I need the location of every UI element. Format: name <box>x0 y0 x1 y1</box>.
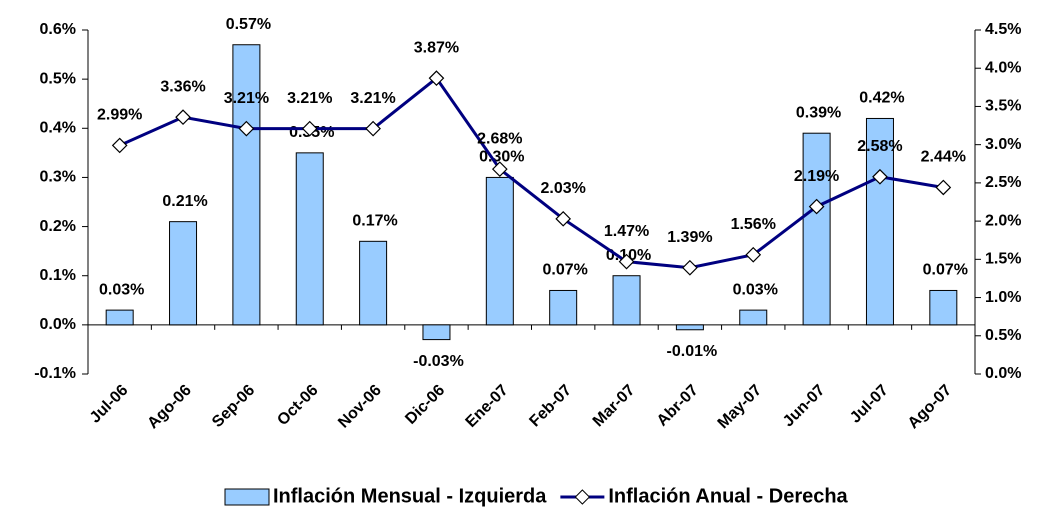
y2-tick-label: 2.5% <box>985 174 1021 191</box>
line-value-label: 2.03% <box>540 180 585 197</box>
line-marker <box>555 210 572 227</box>
line-value-label: 2.99% <box>97 107 142 124</box>
y-tick-label: 0.4% <box>40 120 76 137</box>
y2-tick-label: 0.5% <box>985 327 1021 344</box>
bar <box>295 152 324 326</box>
line-marker <box>808 198 825 215</box>
legend-label: Inflación Anual - Derecha <box>608 485 848 507</box>
line-marker <box>745 246 762 263</box>
bar-value-label: 0.57% <box>226 16 271 33</box>
bar-value-label: 0.30% <box>479 149 524 166</box>
y-tick-label: 0.2% <box>40 218 76 235</box>
y2-tick-label: 2.0% <box>985 212 1021 229</box>
line-marker <box>175 109 191 125</box>
y2-tick-label: 3.0% <box>985 136 1021 153</box>
bar <box>105 309 134 326</box>
bar <box>169 221 198 326</box>
line-marker <box>682 259 698 276</box>
bar-value-label: -0.03% <box>413 353 464 370</box>
line-marker <box>935 179 952 196</box>
x-tick-label: Jul-07 <box>847 382 892 427</box>
line-value-label: 3.21% <box>287 90 332 107</box>
line-value-label: 3.21% <box>224 90 269 107</box>
line-value-label: 1.47% <box>604 223 649 240</box>
bar-value-label: 0.03% <box>99 281 144 298</box>
bar <box>739 309 768 326</box>
line-value-label: 3.21% <box>350 90 395 107</box>
y-tick-label: -0.1% <box>34 365 76 382</box>
y2-tick-label: 1.0% <box>985 289 1021 306</box>
x-tick-label: Nov-06 <box>335 382 385 432</box>
x-tick-label: Mar-07 <box>590 382 639 431</box>
x-tick-label: Sep-06 <box>209 382 258 431</box>
line-value-label: 3.36% <box>160 78 205 95</box>
bar-value-label: 0.39% <box>796 104 841 121</box>
line-value-label: 2.44% <box>921 149 966 166</box>
line-marker <box>301 120 318 137</box>
line-value-label: 3.87% <box>414 39 459 56</box>
bar <box>359 240 388 326</box>
legend-label: Inflación Mensual - Izquierda <box>273 485 547 507</box>
bar <box>802 132 831 326</box>
bar <box>865 117 894 326</box>
line-value-label: 2.68% <box>477 130 522 147</box>
bar-value-label: 0.17% <box>352 213 397 230</box>
line-value-label: 1.39% <box>667 229 712 246</box>
x-tick-label: Ago-07 <box>905 382 955 432</box>
bar <box>612 275 641 326</box>
y-tick-label: 0.0% <box>40 316 76 333</box>
bar <box>929 289 958 326</box>
y-tick-label: 0.3% <box>40 169 76 186</box>
x-tick-label: Ene-07 <box>463 382 512 431</box>
bar <box>549 289 578 326</box>
line-value-label: 2.58% <box>857 138 902 155</box>
y-tick-label: 0.5% <box>40 70 76 87</box>
bar <box>422 324 451 341</box>
line-value-label: 1.56% <box>731 216 776 233</box>
bar-value-label: -0.01% <box>667 343 718 360</box>
y2-tick-label: 4.0% <box>985 59 1021 76</box>
x-tick-label: Jul-06 <box>87 382 132 427</box>
y-tick-label: 0.6% <box>40 21 76 38</box>
bar-value-label: 0.07% <box>542 262 587 279</box>
y-tick-label: 0.1% <box>40 267 76 284</box>
y2-tick-label: 0.0% <box>985 365 1021 382</box>
line-marker <box>111 137 128 154</box>
x-tick-label: Dic-06 <box>402 382 448 428</box>
bar-value-label: 0.07% <box>923 262 968 279</box>
x-tick-label: Oct-06 <box>274 382 321 429</box>
y2-tick-label: 1.5% <box>985 251 1021 268</box>
x-tick-label: Feb-07 <box>526 382 575 431</box>
x-tick-label: Abr-07 <box>654 382 702 430</box>
bar-value-label: 0.10% <box>606 247 651 264</box>
x-tick-label: May-07 <box>715 382 765 432</box>
legend-swatch <box>224 488 270 506</box>
legend-marker <box>574 489 591 505</box>
bar-value-label: 0.21% <box>162 193 207 210</box>
x-tick-label: Ago-06 <box>144 382 194 432</box>
line-value-label: 2.19% <box>794 168 839 185</box>
bar <box>675 324 704 331</box>
line-marker <box>428 70 445 87</box>
x-tick-label: Jun-07 <box>780 382 829 431</box>
line-marker <box>618 253 635 270</box>
line-marker <box>365 120 381 137</box>
line-marker <box>491 161 508 177</box>
bar-value-label: 0.03% <box>733 281 778 298</box>
line-marker <box>238 120 255 137</box>
y2-tick-label: 3.5% <box>985 98 1021 115</box>
line-marker <box>872 168 888 185</box>
bar-value-label: 0.42% <box>859 90 904 107</box>
line <box>119 75 944 270</box>
bar <box>485 176 514 326</box>
bar <box>232 44 261 326</box>
y2-tick-label: 4.5% <box>985 21 1021 38</box>
